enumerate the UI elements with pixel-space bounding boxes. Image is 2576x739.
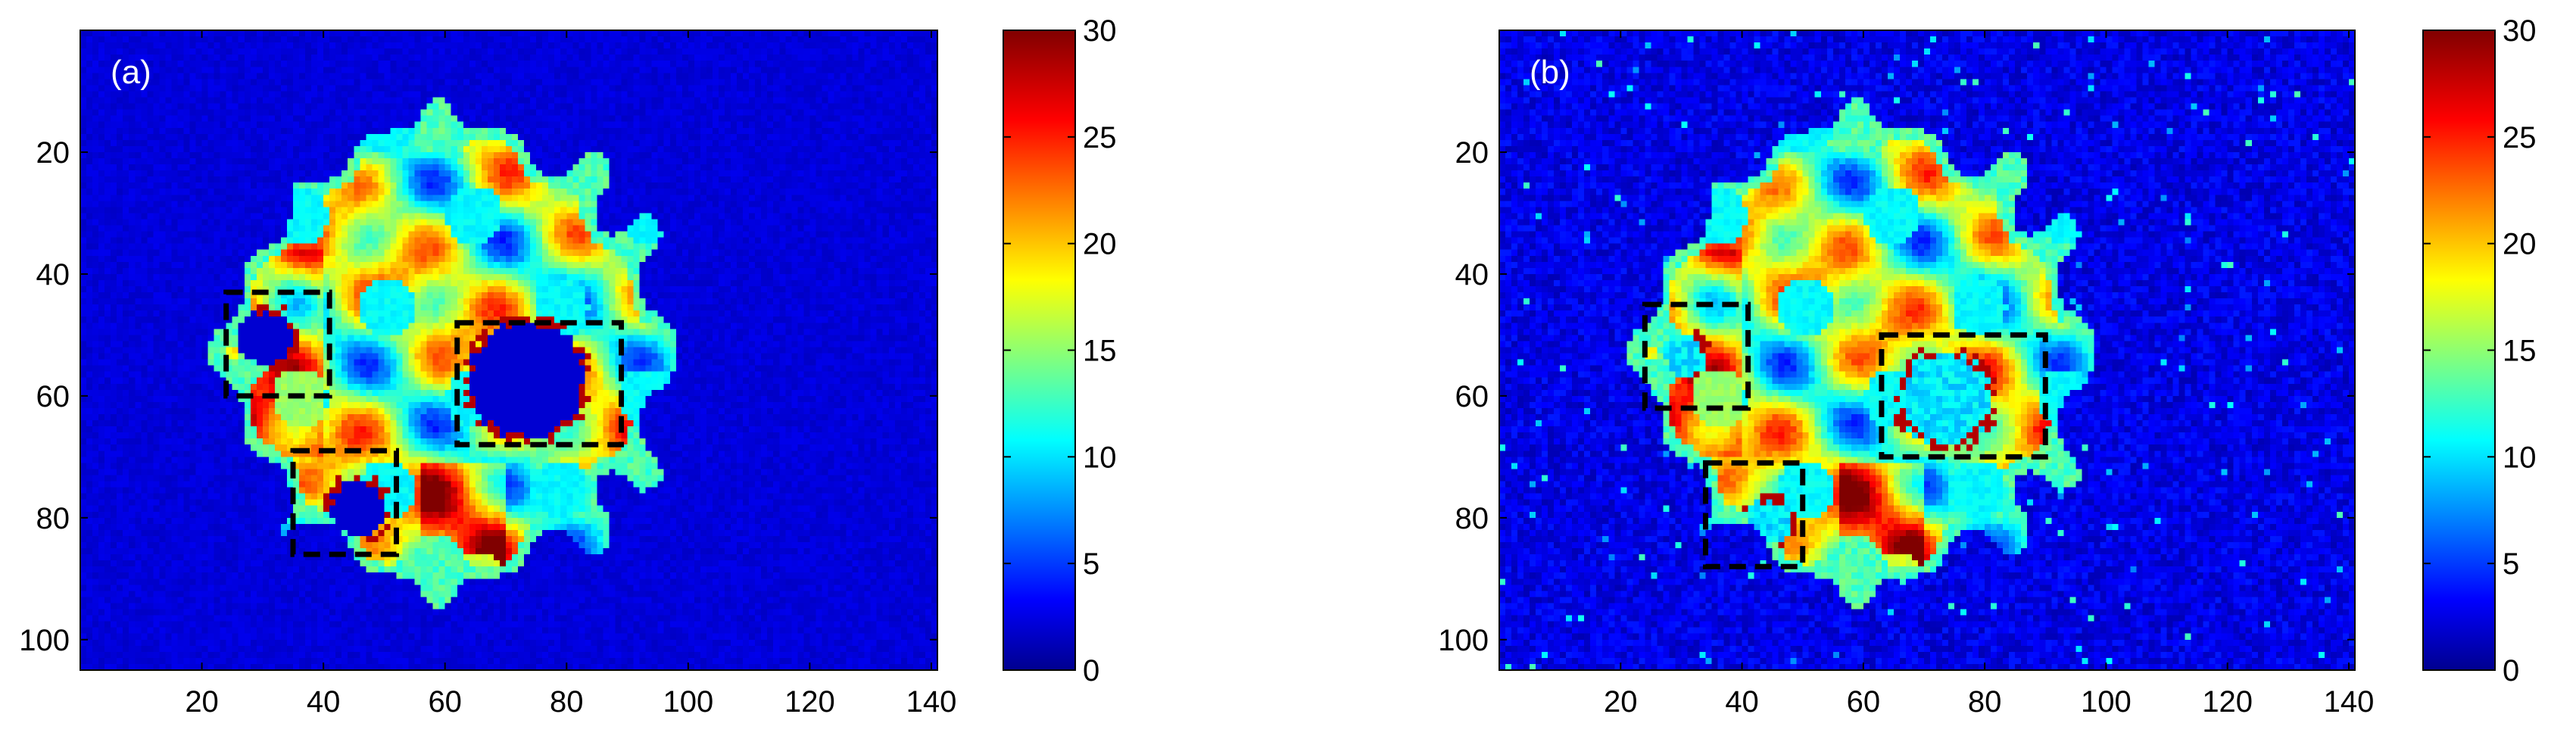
- panel-b: (b) 20 40 60 80 100 120 140 20 40 60 80 100 0 5 10 15 20 2…: [1438, 14, 2536, 719]
- x-tick-label: 80: [550, 685, 584, 719]
- x-tick-label: 100: [663, 685, 713, 719]
- colorbar-tick-label: 10: [2503, 441, 2537, 474]
- roi-dashed-box: [223, 289, 332, 399]
- panel-a: (a) 20 40 60 80 100 120 140 20 40 60 80 100 0 5 10 15 20 2…: [19, 14, 1116, 719]
- colorbar-tick-label: 20: [1083, 228, 1117, 261]
- colorbar-tick-label: 5: [2503, 547, 2519, 581]
- colorbar-tick-label: 0: [1083, 654, 1099, 688]
- y-tick-label: 60: [1455, 380, 1489, 413]
- y-tick-label: 80: [36, 502, 70, 535]
- colorbar: [1003, 30, 1075, 670]
- roi-dashed-box: [1879, 332, 2048, 460]
- colorbar-tick-label: 0: [2503, 654, 2519, 688]
- colorbar-tick-label: 25: [1083, 121, 1117, 154]
- axes-frame: [1499, 30, 2356, 671]
- x-tick-label: 60: [428, 685, 462, 719]
- y-tick-label: 40: [36, 258, 70, 292]
- colorbar-tick-label: 30: [1083, 14, 1117, 48]
- colorbar-tick-label: 10: [1083, 441, 1117, 474]
- x-tick-label: 40: [307, 685, 341, 719]
- y-tick-label: 20: [36, 136, 70, 170]
- x-tick-label: 20: [1604, 685, 1638, 719]
- heatmap-image: [80, 30, 937, 670]
- x-tick-label: 120: [784, 685, 835, 719]
- panel-label: (b): [1530, 54, 1570, 91]
- colorbar-tick-label: 5: [1083, 547, 1099, 581]
- x-tick-label: 140: [2324, 685, 2375, 719]
- x-tick-label: 80: [1968, 685, 2002, 719]
- x-tick-label: 140: [906, 685, 957, 719]
- colorbar-tick-label: 15: [2503, 335, 2537, 368]
- y-tick-label: 100: [19, 624, 70, 657]
- colorbar-tick-label: 30: [2503, 14, 2537, 48]
- colorbar: [2423, 30, 2495, 670]
- y-tick-label: 100: [1438, 624, 1489, 657]
- panel-label: (a): [111, 54, 151, 91]
- roi-dashed-box: [1702, 460, 1806, 569]
- y-tick-label: 20: [1455, 136, 1489, 170]
- y-tick-label: 60: [36, 380, 70, 413]
- heatmap-image: [1499, 30, 2355, 670]
- y-tick-label: 40: [1455, 258, 1489, 292]
- roi-dashed-box: [290, 447, 399, 557]
- x-tick-label: 100: [2081, 685, 2132, 719]
- colorbar-tick-label: 15: [1083, 335, 1117, 368]
- colorbar-tick-label: 25: [2503, 121, 2537, 154]
- x-tick-label: 20: [185, 685, 219, 719]
- x-tick-label: 60: [1847, 685, 1881, 719]
- y-tick-label: 80: [1455, 502, 1489, 535]
- x-tick-label: 40: [1725, 685, 1759, 719]
- colorbar-tick-label: 20: [2503, 228, 2537, 261]
- roi-dashed-box: [1642, 301, 1751, 411]
- axes-frame: [80, 30, 938, 671]
- x-tick-label: 120: [2202, 685, 2253, 719]
- roi-dashed-box: [454, 320, 625, 447]
